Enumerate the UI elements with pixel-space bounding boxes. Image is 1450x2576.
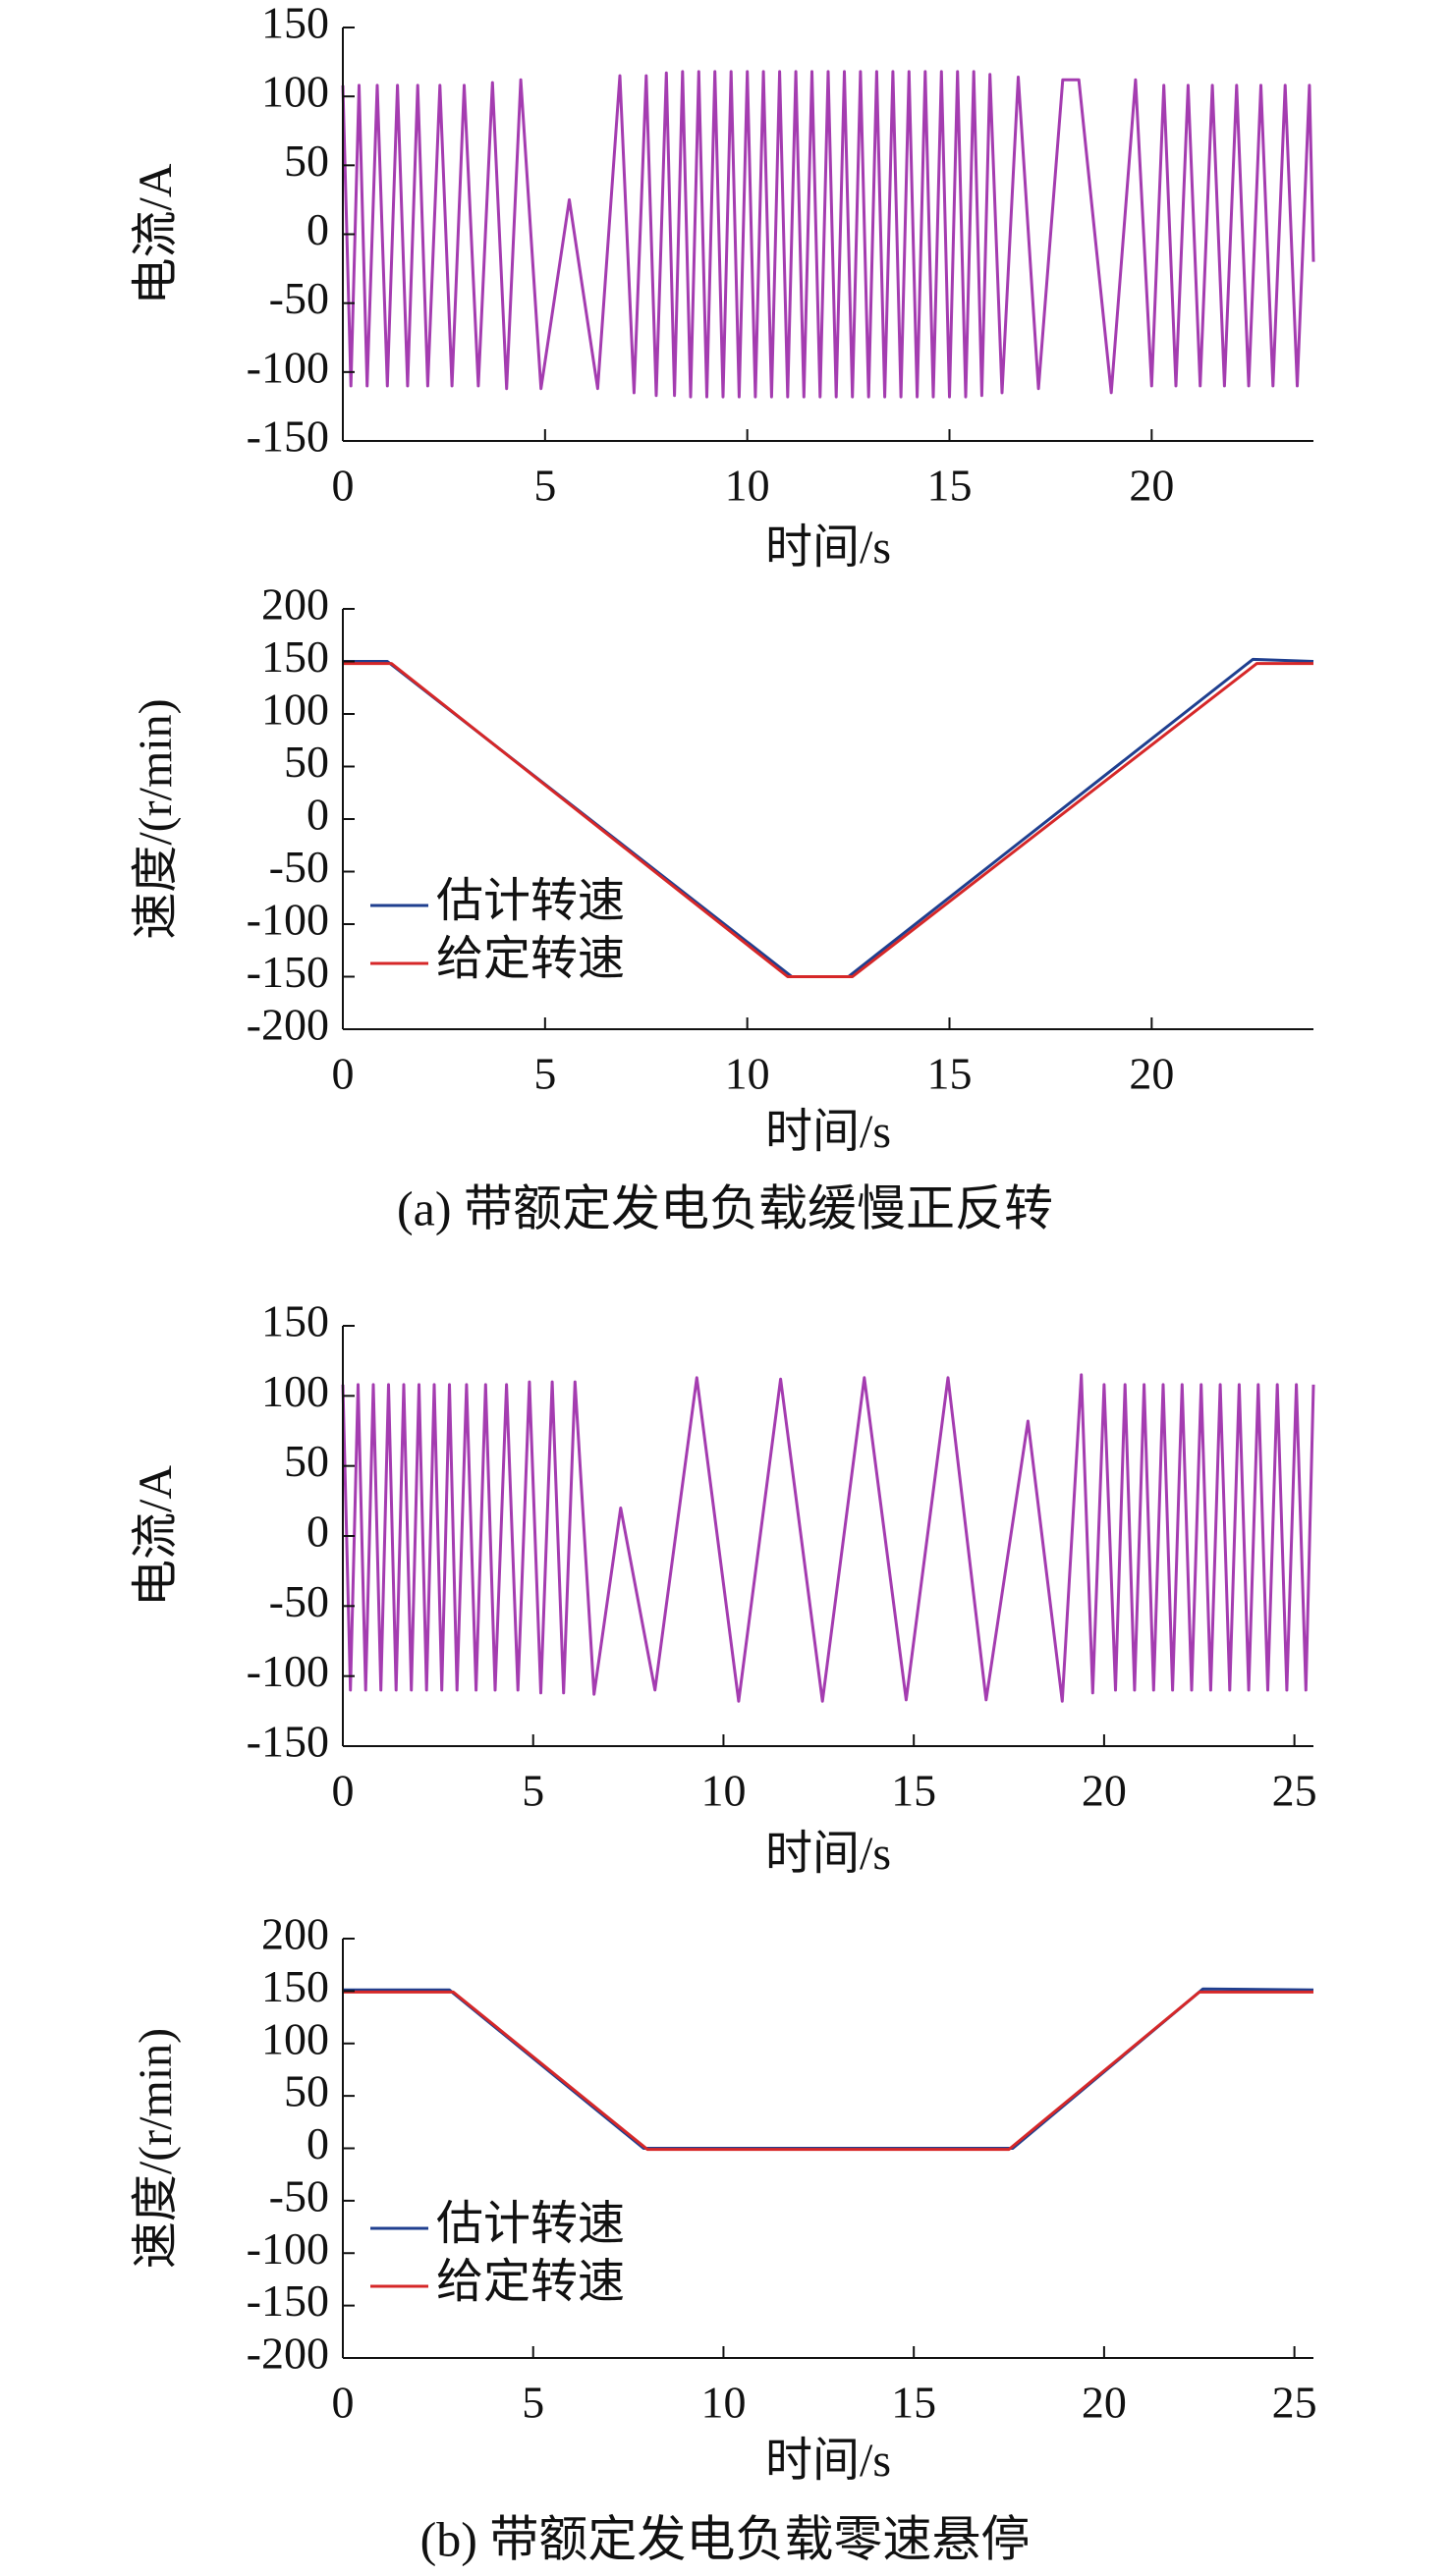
x-tick-label: 20 [1082,1766,1127,1816]
x-tick-label: 15 [891,1766,936,1816]
y-tick-label: -100 [247,2223,329,2274]
y-tick-label: -100 [247,895,329,945]
legend-label: 估计转速 [436,2198,625,2250]
x-tick-label: 5 [522,1766,544,1816]
y-tick-label: -200 [247,2329,329,2379]
x-tick-label: 15 [891,2378,936,2428]
x-tick-label: 20 [1082,2378,1127,2428]
x-tick-label: 25 [1272,1766,1317,1816]
y-tick-label: 150 [261,631,329,682]
series-line [343,1987,1314,2150]
y-tick-label: 200 [261,1909,329,1959]
y-tick-label: 0 [307,1507,329,1557]
x-tick-label: 10 [725,1049,770,1099]
x-tick-label: 20 [1129,1049,1174,1099]
x-tick-label: 10 [700,1766,746,1816]
y-axis-label: 电流/A [130,1465,182,1607]
y-axis-label: 速度/(r/min) [130,698,182,939]
x-tick-label: 0 [332,1766,355,1816]
series-line [341,1373,1315,1703]
y-tick-label: -50 [269,273,329,323]
y-tick-label: 150 [261,1296,329,1346]
y-tick-label: -150 [247,411,329,462]
series-line [341,70,1315,399]
y-tick-label: 150 [261,0,329,48]
y-tick-label: 200 [261,579,329,630]
y-tick-label: 0 [307,204,329,254]
y-tick-label: -100 [247,342,329,392]
x-axis-label: 时间/s [765,521,891,574]
legend-label: 给定转速 [436,2256,625,2308]
series-line [343,662,1313,978]
x-axis-label: 时间/s [765,1106,891,1158]
y-tick-label: 100 [261,67,329,117]
y-tick-label: -50 [269,2170,329,2220]
y-tick-label: -50 [269,842,329,892]
x-tick-label: 5 [533,461,556,511]
y-tick-label: -150 [247,2275,329,2326]
caption: (a) 带额定发电负载缓慢正反转 [397,1180,1053,1235]
y-tick-label: 50 [284,136,329,186]
series-line [343,657,1314,978]
x-axis-label: 时间/s [765,2435,891,2487]
y-tick-label: 100 [261,1366,329,1416]
legend-label: 估计转速 [436,875,625,927]
legend-label: 给定转速 [436,933,625,985]
y-tick-label: 50 [284,2066,329,2116]
y-tick-label: -150 [247,1717,329,1767]
y-tick-label: 0 [307,790,329,840]
x-tick-label: 25 [1272,2378,1317,2428]
y-tick-label: 150 [261,1961,329,2011]
caption: (b) 带额定发电负载零速悬停 [420,2511,1031,2566]
y-tick-label: -100 [247,1646,329,1696]
x-tick-label: 5 [533,1049,556,1099]
y-tick-label: -50 [269,1576,329,1626]
y-tick-label: 100 [261,2013,329,2063]
y-tick-label: 50 [284,737,329,787]
x-tick-label: 5 [522,2378,544,2428]
x-tick-label: 10 [725,461,770,511]
x-tick-label: 0 [332,461,355,511]
x-tick-label: 10 [700,2378,746,2428]
y-tick-label: 50 [284,1436,329,1486]
y-tick-label: -200 [247,1000,329,1050]
y-tick-label: 100 [261,685,329,735]
x-tick-label: 15 [927,461,973,511]
x-tick-label: 0 [332,1049,355,1099]
y-tick-label: 0 [307,2118,329,2168]
y-axis-label: 速度/(r/min) [130,2028,182,2269]
series-line [343,1990,1313,2152]
x-tick-label: 20 [1129,461,1174,511]
y-axis-label: 电流/A [130,163,182,304]
x-tick-label: 0 [332,2378,355,2428]
x-tick-label: 15 [927,1049,973,1099]
y-tick-label: -150 [247,947,329,997]
x-axis-label: 时间/s [765,1828,891,1880]
